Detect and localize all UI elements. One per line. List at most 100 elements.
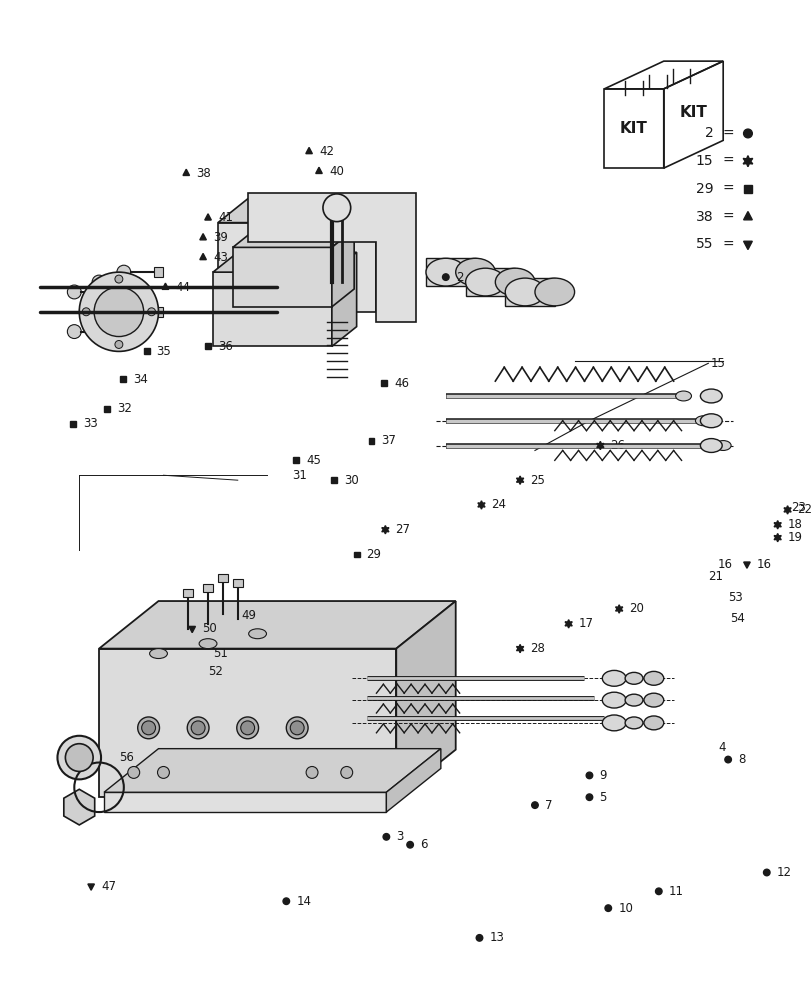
Text: 41: 41 (217, 211, 233, 224)
Ellipse shape (694, 416, 710, 426)
Circle shape (148, 308, 156, 316)
Ellipse shape (534, 278, 574, 306)
Circle shape (586, 772, 592, 779)
Bar (205, 343, 211, 349)
Ellipse shape (237, 717, 258, 739)
Text: =: = (722, 210, 733, 224)
Polygon shape (376, 199, 406, 312)
Text: 18: 18 (787, 518, 801, 531)
Text: 29: 29 (366, 548, 381, 561)
Text: 26: 26 (610, 439, 624, 452)
Polygon shape (182, 169, 189, 175)
Polygon shape (332, 252, 356, 346)
Text: 7: 7 (544, 799, 551, 812)
Polygon shape (212, 272, 332, 346)
Bar (504, 278, 554, 306)
Ellipse shape (714, 441, 730, 450)
Ellipse shape (240, 721, 255, 735)
Ellipse shape (624, 717, 642, 729)
Polygon shape (104, 749, 440, 792)
Bar (129, 277, 139, 287)
Text: 54: 54 (729, 612, 744, 625)
Text: =: = (722, 154, 733, 168)
Bar (153, 307, 163, 317)
Text: 12: 12 (776, 866, 791, 879)
Text: 25: 25 (530, 474, 544, 487)
Text: 4: 4 (718, 741, 725, 754)
Text: 17: 17 (577, 617, 593, 630)
Polygon shape (212, 252, 356, 272)
Circle shape (127, 766, 139, 778)
Circle shape (383, 834, 389, 840)
Bar (183, 589, 193, 597)
Polygon shape (381, 526, 388, 534)
Text: 46: 46 (394, 377, 409, 390)
Text: 37: 37 (381, 434, 396, 447)
Circle shape (79, 272, 158, 351)
Circle shape (762, 869, 769, 876)
Text: 51: 51 (212, 647, 228, 660)
Circle shape (92, 275, 106, 289)
Ellipse shape (602, 715, 625, 731)
Text: 40: 40 (328, 165, 343, 178)
Polygon shape (743, 562, 749, 568)
Circle shape (66, 744, 93, 771)
Text: 28: 28 (530, 642, 544, 655)
Text: =: = (722, 126, 733, 140)
Polygon shape (743, 212, 751, 220)
Bar (233, 579, 242, 587)
Text: 47: 47 (101, 880, 116, 893)
Circle shape (442, 274, 448, 280)
Bar (129, 317, 139, 327)
Circle shape (654, 888, 661, 895)
Text: 27: 27 (395, 523, 410, 536)
Bar (104, 287, 114, 297)
Ellipse shape (643, 671, 663, 685)
Text: KIT: KIT (679, 105, 706, 120)
Text: 38: 38 (695, 210, 712, 224)
Bar (465, 268, 514, 296)
Bar (354, 552, 359, 557)
Text: 49: 49 (242, 609, 256, 622)
Circle shape (58, 736, 101, 779)
Text: 55: 55 (695, 237, 712, 251)
Ellipse shape (149, 649, 167, 659)
Polygon shape (615, 605, 622, 613)
Ellipse shape (643, 716, 663, 730)
Ellipse shape (700, 439, 721, 452)
Polygon shape (247, 193, 415, 322)
Polygon shape (233, 230, 354, 247)
Text: 29: 29 (695, 182, 712, 196)
Ellipse shape (455, 258, 495, 286)
Text: 8: 8 (737, 753, 744, 766)
Text: 32: 32 (117, 402, 131, 415)
Ellipse shape (602, 692, 625, 708)
Text: 24: 24 (491, 498, 506, 511)
Text: 14: 14 (296, 895, 311, 908)
Polygon shape (516, 644, 523, 653)
Ellipse shape (199, 639, 217, 649)
Ellipse shape (465, 268, 504, 296)
Text: =: = (722, 237, 733, 251)
Text: KIT: KIT (620, 121, 647, 136)
Polygon shape (386, 749, 440, 812)
Ellipse shape (286, 717, 307, 739)
Text: 38: 38 (196, 167, 211, 180)
Polygon shape (200, 234, 206, 240)
Text: 31: 31 (292, 469, 307, 482)
Text: 13: 13 (489, 931, 504, 944)
Text: 53: 53 (727, 591, 742, 604)
Text: 56: 56 (118, 751, 134, 764)
Bar (71, 421, 76, 427)
Polygon shape (217, 199, 406, 223)
Text: 52: 52 (208, 665, 223, 678)
Text: 30: 30 (343, 474, 358, 487)
Text: 16: 16 (756, 558, 771, 571)
Circle shape (743, 129, 751, 138)
Bar (293, 457, 298, 463)
Ellipse shape (624, 694, 642, 706)
Circle shape (406, 841, 413, 848)
Text: 21: 21 (707, 570, 723, 583)
Bar (144, 348, 149, 354)
Polygon shape (596, 441, 603, 450)
